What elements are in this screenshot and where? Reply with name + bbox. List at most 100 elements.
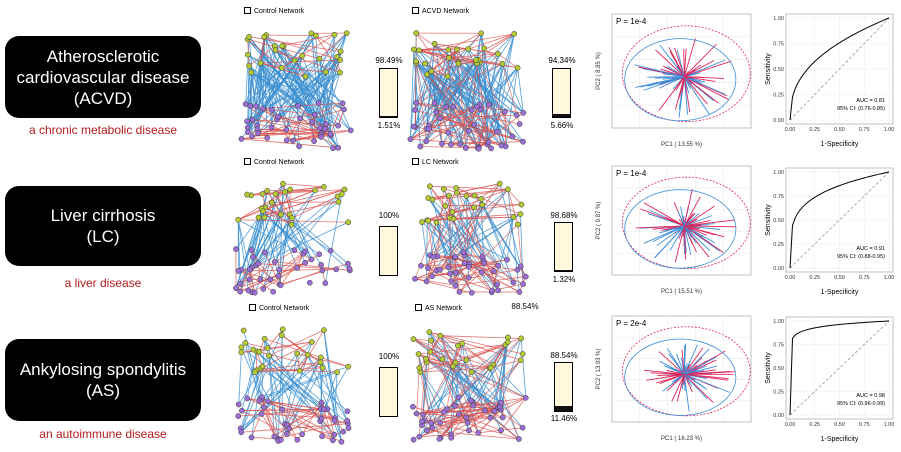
pca-spoke: [683, 347, 704, 375]
pca-spoke: [643, 202, 685, 227]
pca-spoke: [684, 76, 719, 104]
network-node: [261, 249, 268, 256]
network-node: [516, 121, 523, 127]
pca-spoke: [676, 374, 685, 402]
network-edge: [464, 254, 483, 257]
network-node: [444, 73, 451, 80]
network-edge: [274, 402, 322, 437]
network-edge: [490, 342, 509, 418]
network-edge: [262, 189, 316, 195]
network-node: [478, 269, 485, 275]
network-node: [345, 363, 352, 370]
network-edge: [420, 367, 491, 373]
pca-spoke: [683, 212, 700, 227]
network-edge: [492, 364, 520, 440]
network-edge: [468, 359, 522, 431]
network-node: [287, 186, 294, 193]
network-node: [467, 397, 474, 404]
network-edge: [428, 59, 477, 130]
network-edge: [436, 106, 454, 113]
pca-spoke: [684, 373, 708, 390]
network-edge: [427, 216, 514, 221]
network-edge: [256, 341, 313, 371]
network-node: [318, 415, 325, 422]
network-node: [433, 219, 440, 226]
network-edge: [520, 214, 524, 285]
network-edge: [247, 39, 316, 115]
network-edge: [426, 397, 526, 431]
network-edge: [431, 71, 488, 145]
roc-plot: 0.000.00 0.25 0.25 0.50 0.50 0.75 0.75 1.00 1.00…: [765, 167, 894, 296]
checkbox-icon: [412, 158, 419, 165]
network-node: [445, 264, 452, 270]
network-node: [272, 258, 278, 265]
network-node: [282, 188, 288, 195]
network-edge: [426, 256, 438, 282]
pca-spoke: [683, 76, 691, 89]
network-edge: [421, 222, 429, 269]
network-edge: [264, 201, 339, 218]
network-node: [410, 46, 417, 53]
network-node: [279, 326, 286, 333]
network-node: [448, 278, 455, 284]
network-edge: [467, 33, 482, 50]
network-node: [340, 428, 347, 435]
network-node: [308, 30, 315, 37]
network-edge: [279, 263, 349, 285]
control-network-title: Control Network: [244, 158, 304, 166]
pca-xlabel: PC1 ( 15.51 %): [661, 289, 702, 295]
roc-diagonal: [789, 17, 890, 121]
network-edge: [431, 403, 500, 424]
network-node: [410, 403, 416, 410]
roc-ytick: 0.00: [773, 413, 784, 419]
pca-spoke: [684, 60, 715, 78]
pca-ylabel: PC2 ( 13.93 %): [596, 348, 602, 389]
network-node: [268, 199, 275, 206]
network-node: [277, 282, 284, 289]
network-edge: [427, 262, 485, 269]
network-edge: [247, 65, 250, 128]
network-node: [341, 186, 348, 193]
network-edge: [330, 103, 343, 134]
network-edge: [240, 341, 313, 433]
network-node: [246, 33, 252, 40]
network-edge: [247, 39, 282, 69]
pca-spoke: [683, 76, 708, 105]
network-edge: [436, 195, 450, 223]
pca-spoke: [671, 373, 685, 385]
network-edge: [262, 108, 278, 120]
pca-spoke: [670, 58, 685, 77]
network-edge: [314, 102, 343, 116]
disease-pct-top: 98.68%: [550, 211, 578, 220]
roc-ytick: 0.25: [773, 242, 784, 248]
network-node: [511, 31, 518, 37]
network-edge: [517, 224, 524, 285]
pca-panel: [611, 315, 752, 423]
pca-spoke: [684, 225, 716, 244]
network-node: [454, 46, 460, 53]
network-node: [471, 204, 477, 211]
roc-ytick: 1.00: [773, 319, 784, 325]
pca-spoke: [683, 225, 697, 244]
network-edge: [497, 337, 509, 409]
network-edge: [294, 60, 306, 77]
network-node: [485, 102, 492, 108]
disease-name-line: (AS): [86, 381, 120, 400]
network-edge: [463, 207, 475, 253]
network-edge: [454, 256, 473, 293]
network-edge: [282, 183, 312, 260]
pca-spoke: [684, 76, 716, 82]
network-node: [331, 417, 338, 424]
network-node: [499, 414, 506, 421]
network-node: [345, 260, 351, 267]
roc-ytick: 0.00: [773, 118, 784, 124]
disease-pct-top: 88.54%: [550, 351, 578, 360]
network-node: [463, 414, 470, 421]
network-edge: [418, 353, 523, 429]
network-node: [448, 434, 455, 441]
network-node: [248, 247, 255, 253]
network-node: [233, 285, 239, 291]
bar-fill: [555, 405, 572, 411]
network-node: [515, 221, 521, 228]
network-edge: [262, 214, 282, 290]
